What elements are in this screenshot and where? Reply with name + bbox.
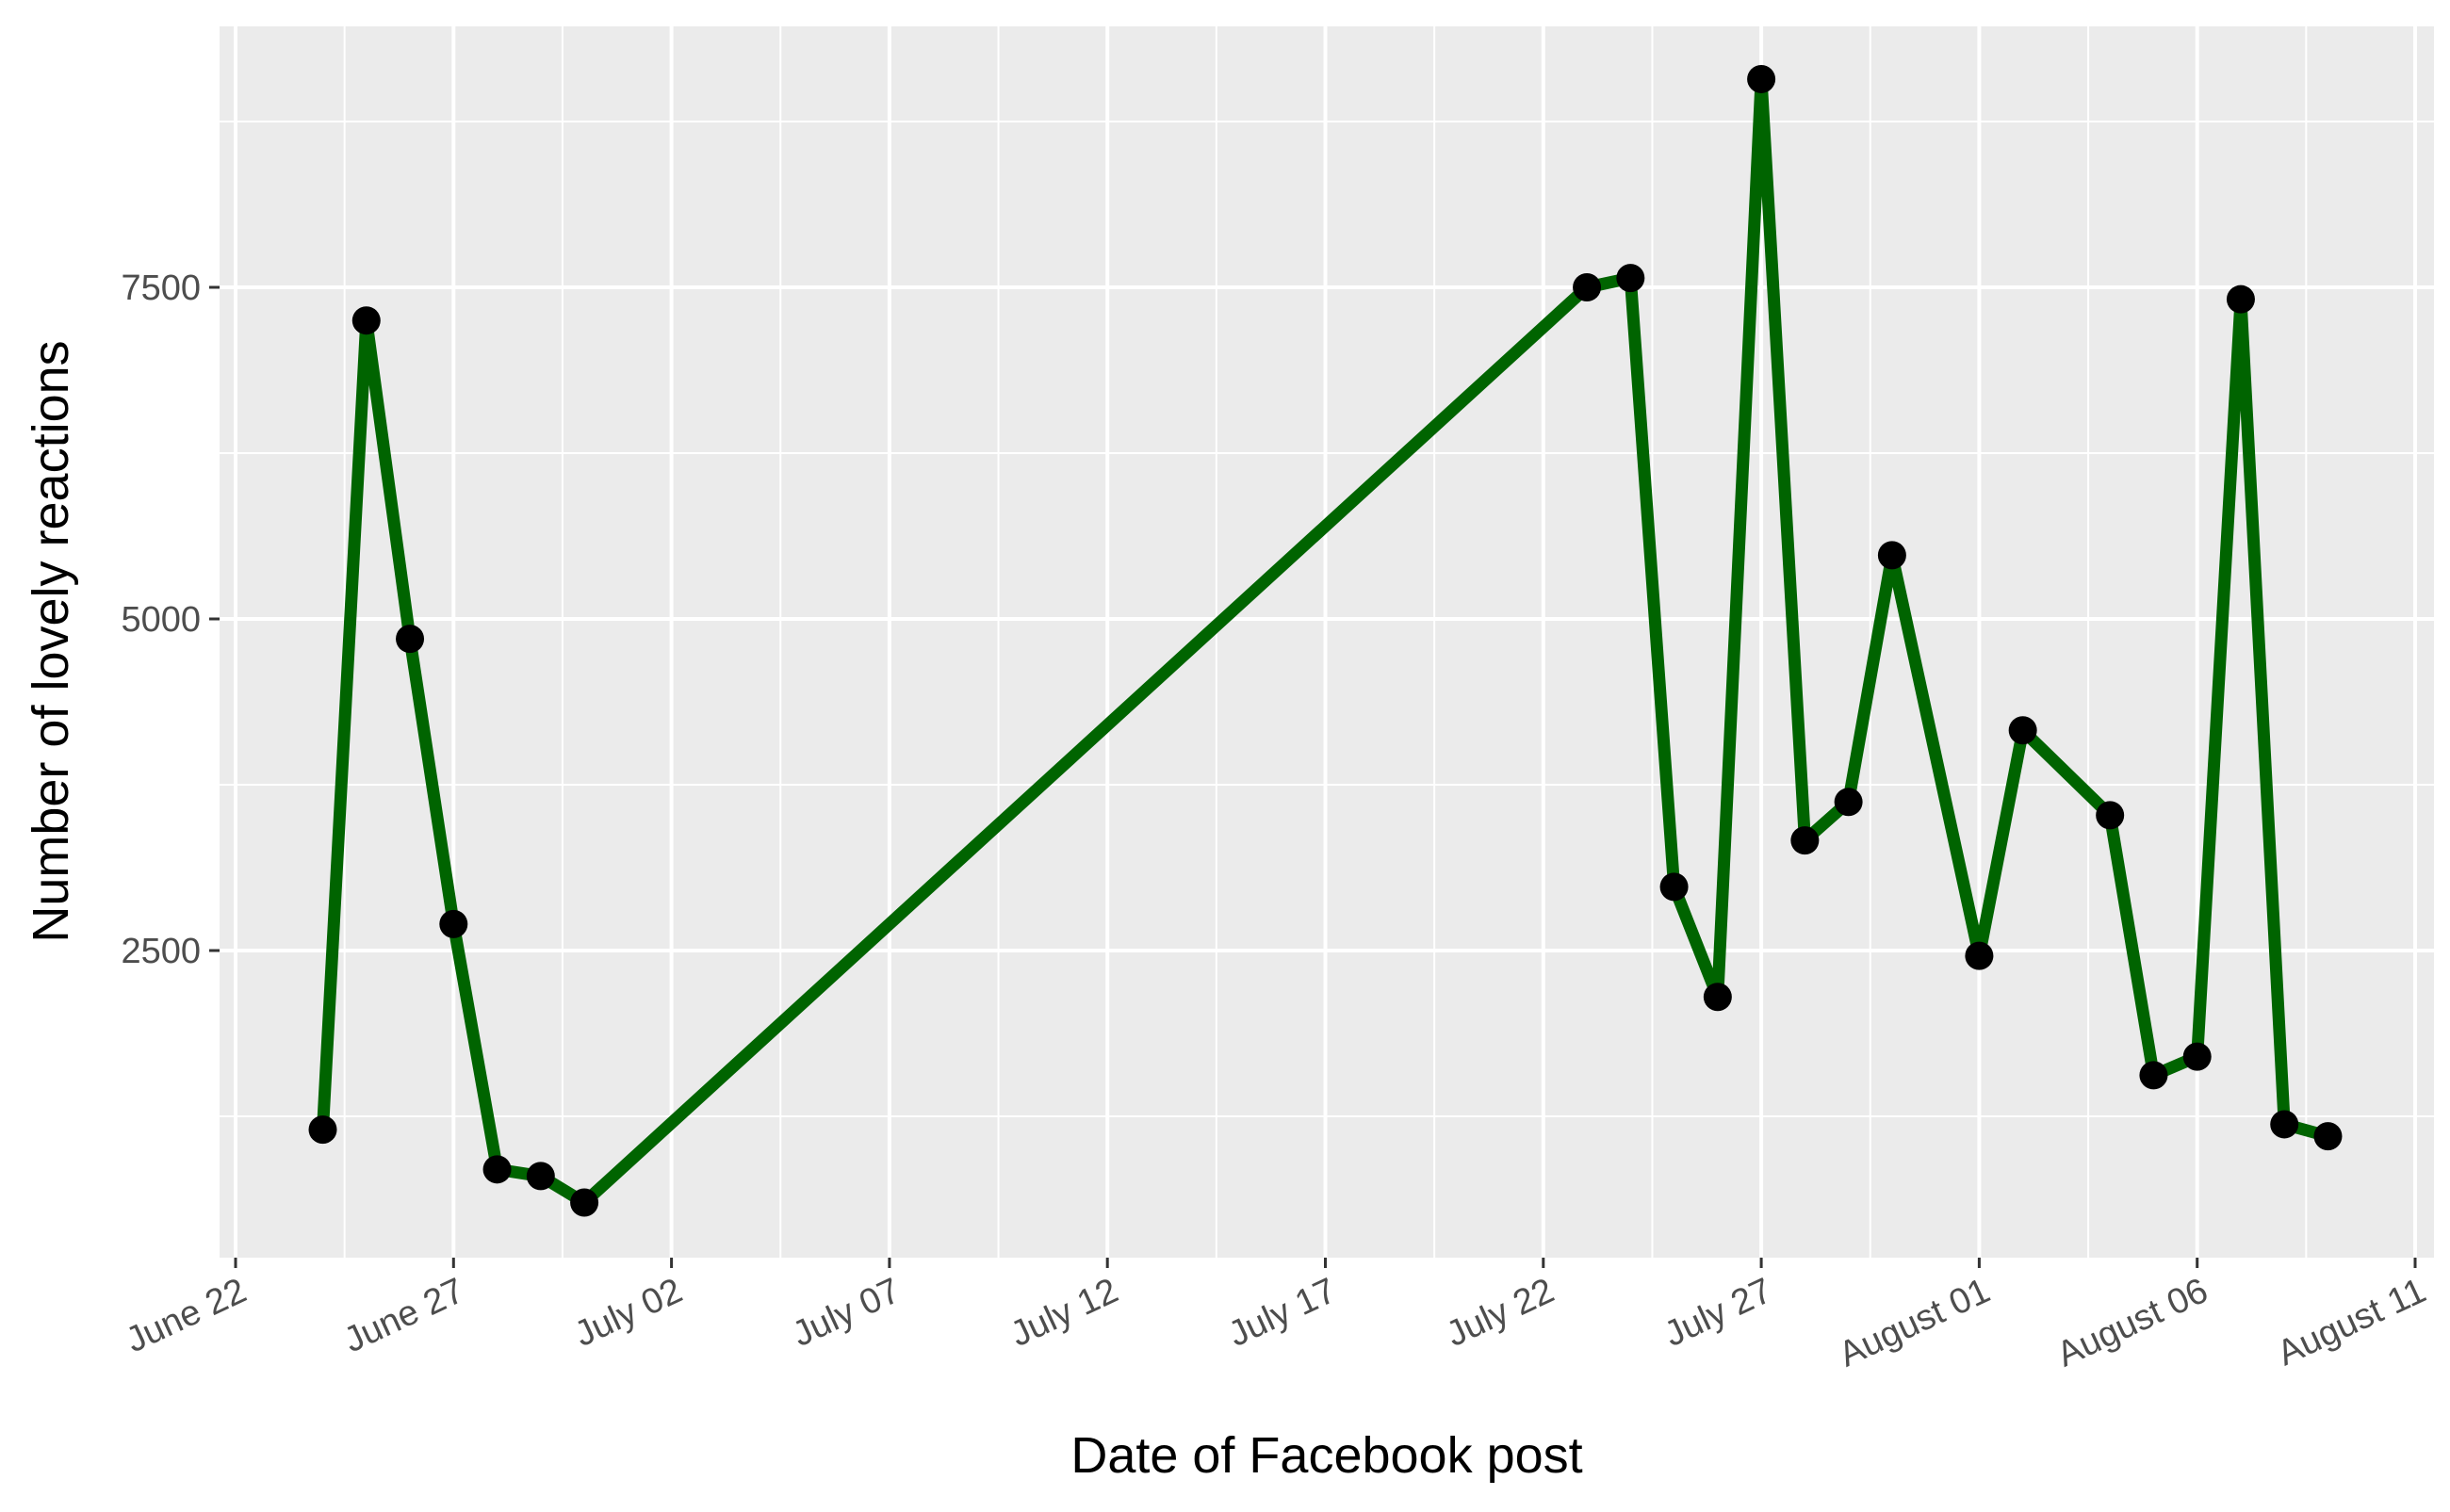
y-axis-title: Number of lovely reactions	[23, 340, 79, 942]
data-point	[2182, 1042, 2212, 1071]
x-tick-label: July 17	[1222, 1271, 1342, 1355]
data-point	[482, 1155, 512, 1184]
x-tick-label: July 07	[787, 1271, 906, 1355]
data-point	[2226, 285, 2255, 314]
x-tick-label: July 22	[1441, 1271, 1560, 1355]
major-gridlines	[220, 26, 2434, 1258]
data-point	[1965, 941, 1994, 970]
data-point	[2270, 1110, 2299, 1139]
y-tick-label: 5000	[121, 600, 201, 640]
data-point	[1703, 983, 1732, 1012]
data-point	[2096, 801, 2125, 830]
data-point	[2008, 716, 2037, 745]
data-point	[1834, 788, 1863, 817]
data-point	[1790, 826, 1820, 855]
data-point	[1747, 64, 1776, 93]
data-point	[351, 306, 381, 335]
data-point	[1877, 541, 1906, 570]
x-tick-label: June 27	[338, 1271, 470, 1360]
x-tick-label: August 06	[2051, 1271, 2214, 1374]
x-tick-label: June 22	[120, 1271, 252, 1360]
data-point	[1659, 872, 1689, 902]
data-point	[2313, 1122, 2343, 1151]
x-tick-label: July 12	[1004, 1271, 1124, 1355]
data-point	[308, 1115, 337, 1145]
x-tick-label: July 02	[569, 1271, 689, 1355]
data-point	[570, 1188, 599, 1217]
data-point	[2139, 1061, 2168, 1090]
data-point	[439, 909, 468, 938]
x-axis: June 22 June 27 July 02 July 07 July 12 July …	[120, 1258, 2432, 1374]
x-axis-title: Date of Facebook post	[1070, 1427, 1582, 1484]
x-tick-label: July 27	[1658, 1271, 1778, 1355]
data-point	[1573, 273, 1602, 301]
data-point	[1616, 264, 1645, 293]
y-tick-label: 2500	[121, 932, 201, 971]
x-tick-label: August 01	[1833, 1271, 1996, 1374]
y-axis: 2500 5000 7500	[121, 268, 220, 971]
data-point	[396, 625, 425, 654]
data-point	[526, 1162, 555, 1191]
x-tick-label: August 11	[2272, 1271, 2432, 1374]
y-tick-label: 7500	[121, 268, 201, 308]
data-points	[308, 64, 2343, 1217]
